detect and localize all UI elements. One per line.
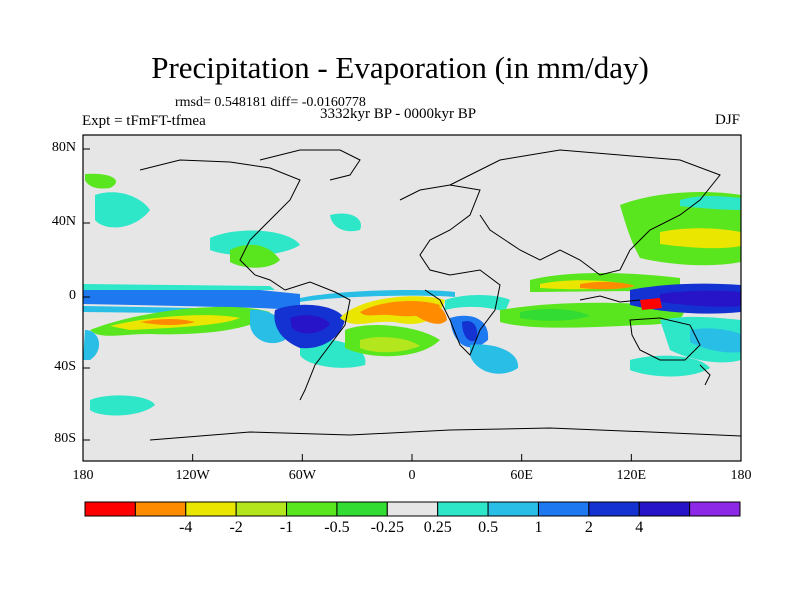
colorbar-swatch	[185, 501, 237, 517]
colorbar-label: 0.25	[423, 519, 452, 536]
colorbar-label: 0.5	[478, 519, 499, 536]
lon-label: 60W	[288, 468, 316, 483]
lon-label: 60E	[510, 468, 533, 483]
lat-label: 0	[69, 288, 76, 303]
colorbar-swatch	[134, 501, 187, 517]
colorbar-swatch	[286, 501, 338, 517]
stats-text: rmsd= 0.548181 diff= -0.0160778	[175, 95, 366, 110]
lon-label: 0	[408, 468, 416, 483]
coastlines	[139, 149, 741, 441]
colorbar-swatch	[84, 501, 136, 517]
lat-label: 80S	[54, 431, 76, 446]
colorbar-label: 4	[635, 519, 644, 536]
colorbar-label: -4	[179, 519, 193, 536]
colorbar-label: -0.25	[370, 519, 404, 536]
lon-label: 180	[72, 468, 94, 483]
experiment-label: Expt = tFmFT-tfmea	[82, 113, 206, 129]
colorbar-label: -0.5	[324, 519, 350, 536]
colorbar-swatch	[386, 501, 439, 517]
colorbar-swatch	[638, 501, 691, 517]
colorbar-swatch	[537, 501, 590, 517]
colorbar-label: -1	[279, 519, 294, 536]
lat-label: 80N	[51, 140, 76, 155]
colorbar-swatch	[689, 501, 741, 517]
colorbar-label: 1	[534, 519, 543, 536]
colorbar-swatch	[336, 501, 388, 517]
colorbar-swatch	[487, 501, 539, 517]
colorbar-swatch	[437, 501, 489, 517]
period-text: 3332kyr BP - 0000kyr BP	[320, 106, 477, 122]
season-label: DJF	[714, 112, 740, 128]
lon-label: 120W	[175, 468, 210, 483]
colorbar-swatch	[235, 501, 288, 517]
lon-label: 120E	[616, 468, 647, 483]
lat-label: 40N	[51, 214, 76, 229]
colorbar-label: 2	[584, 519, 593, 536]
lat-label: 40S	[54, 359, 76, 374]
lon-label: 180	[730, 468, 752, 483]
colorbar-label: -2	[229, 519, 243, 536]
precip-field	[83, 173, 741, 416]
colorbar-swatch	[588, 501, 640, 517]
chart-title: Precipitation - Evaporation (in mm/day)	[151, 50, 649, 85]
